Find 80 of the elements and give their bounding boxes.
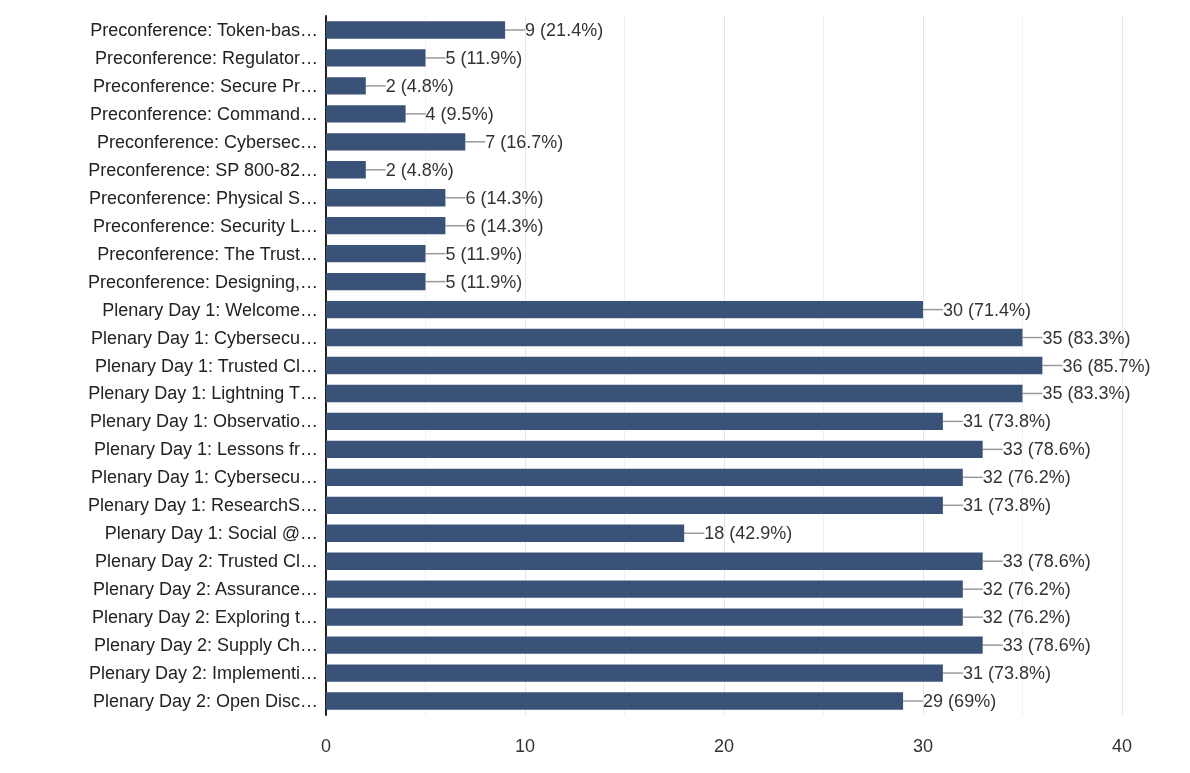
bar: [326, 328, 1023, 347]
x-tick-label: 20: [713, 736, 735, 756]
x-tick-label: 10: [514, 736, 536, 756]
bar: [326, 133, 466, 151]
bar: [326, 580, 963, 598]
bar: [326, 692, 904, 710]
data-label: 18 (42.9%): [704, 523, 793, 544]
bar: [326, 552, 983, 570]
y-tick-label: Preconference: The Trust…: [97, 243, 318, 264]
bar: [326, 468, 963, 487]
data-label: 35 (83.3%): [1042, 327, 1131, 348]
y-tick-label: Plenary Day 2: Trusted Cl…: [94, 551, 318, 572]
bar: [326, 105, 406, 123]
y-tick-label: Plenary Day 1: Trusted Cl…: [94, 355, 318, 376]
data-label: 32 (76.2%): [982, 607, 1071, 628]
bar: [326, 244, 426, 263]
data-label: 31 (73.8%): [962, 663, 1051, 684]
data-label: 5 (11.9%): [445, 47, 523, 68]
y-tick-label: Preconference: SP 800-82…: [88, 159, 318, 180]
bar: [326, 161, 366, 179]
data-label: 32 (76.2%): [982, 467, 1071, 488]
bar: [326, 496, 943, 514]
x-tick-label: 0: [320, 736, 332, 756]
bar: [326, 384, 1023, 403]
bar: [326, 77, 366, 95]
y-tick-label: Preconference: Cybersec…: [96, 131, 318, 152]
bar: [326, 636, 983, 654]
bar: [326, 664, 943, 682]
y-tick-label: Plenary Day 1: Observatio…: [89, 411, 318, 432]
x-tick-label: 40: [1111, 736, 1133, 756]
y-tick-label: Plenary Day 2: Open Disc…: [92, 691, 318, 712]
data-label: 32 (76.2%): [982, 579, 1071, 600]
y-tick-label: Preconference: Command…: [89, 103, 318, 124]
y-tick-label: Plenary Day 1: Cybersecu…: [90, 467, 318, 488]
y-tick-label: Plenary Day 2: Supply Ch…: [93, 635, 318, 656]
y-tick-label: Plenary Day 1: Lessons fr…: [93, 439, 318, 460]
data-label: 33 (78.6%): [1002, 439, 1091, 460]
y-tick-label: Plenary Day 2: Implementi…: [88, 663, 318, 684]
y-tick-label: Preconference: Physical S…: [88, 187, 318, 208]
y-tick-label: Plenary Day 1: Welcome…: [102, 299, 318, 320]
data-label: 7 (16.7%): [485, 131, 564, 152]
data-label: 5 (11.9%): [445, 243, 523, 264]
y-tick-label: Plenary Day 1: Lightning T…: [88, 383, 318, 404]
data-label: 9 (21.4%): [525, 19, 604, 40]
bar: [326, 272, 426, 291]
bar: [326, 608, 963, 626]
data-label: 31 (73.8%): [962, 411, 1051, 432]
data-label: 6 (14.3%): [465, 187, 544, 208]
y-tick-label: Preconference: Regulator…: [94, 47, 318, 68]
y-tick-label: Preconference: Token-bas…: [90, 19, 318, 40]
data-label: 33 (78.6%): [1002, 551, 1091, 572]
data-label: 2 (4.8%): [385, 159, 454, 180]
bar: [326, 524, 685, 542]
bar: [326, 189, 446, 207]
data-label: 31 (73.8%): [962, 495, 1051, 516]
bar: [326, 412, 943, 431]
data-label: 5 (11.9%): [445, 271, 523, 292]
bar: [326, 217, 446, 235]
bar: [326, 300, 923, 319]
bar: [326, 49, 426, 67]
y-tick-label: Plenary Day 1: Social @…: [104, 523, 318, 544]
y-tick-label: Plenary Day 1: Cybersecu…: [90, 327, 318, 348]
data-label: 4 (9.5%): [425, 103, 494, 124]
y-tick-label: Preconference: Secure Pr…: [92, 75, 318, 96]
y-tick-label: Plenary Day 2: Assurance…: [92, 579, 318, 600]
y-tick-label: Plenary Day 1: ResearchS…: [87, 495, 318, 516]
bar: [326, 21, 506, 39]
y-tick-label: Preconference: Designing,…: [87, 271, 318, 292]
x-tick-label: 30: [912, 736, 934, 756]
data-label: 30 (71.4%): [943, 299, 1032, 320]
data-label: 29 (69%): [923, 691, 997, 712]
bar: [326, 440, 983, 459]
data-label: 36 (85.7%): [1062, 355, 1151, 376]
data-label: 6 (14.3%): [465, 215, 544, 236]
y-tick-label: Plenary Day 2: Exploring t…: [91, 607, 318, 628]
bar: [326, 356, 1043, 375]
data-label: 2 (4.8%): [385, 75, 454, 96]
data-label: 35 (83.3%): [1042, 383, 1131, 404]
y-tick-label: Preconference: Security L…: [92, 215, 318, 236]
data-label: 33 (78.6%): [1002, 635, 1091, 656]
